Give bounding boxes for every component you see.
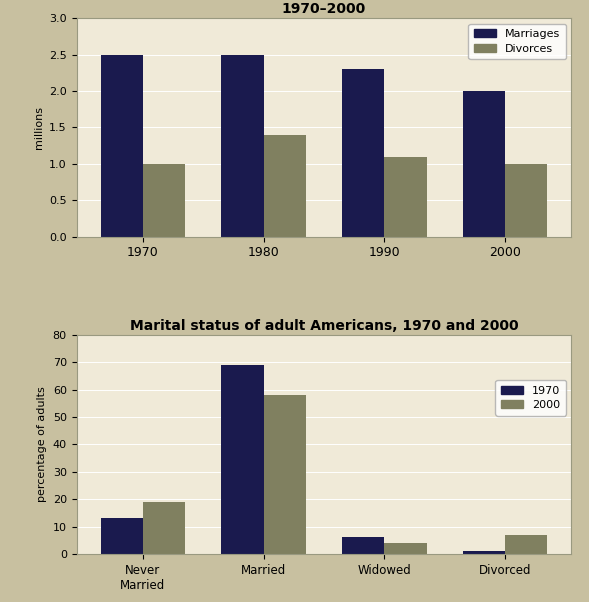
Legend: 1970, 2000: 1970, 2000 <box>495 380 566 415</box>
Bar <box>221 365 264 554</box>
Bar <box>143 502 185 554</box>
Bar <box>505 164 547 237</box>
Bar <box>342 69 384 237</box>
Legend: Marriages, Divorces: Marriages, Divorces <box>468 23 566 59</box>
Bar <box>463 91 505 237</box>
Bar <box>264 396 306 554</box>
Bar <box>221 55 264 237</box>
Bar <box>342 538 384 554</box>
Bar <box>101 55 143 237</box>
Bar <box>143 164 185 237</box>
Bar <box>384 157 426 237</box>
Y-axis label: percentage of adults: percentage of adults <box>37 386 47 503</box>
Title: Number of marriages and divorces in the USA,
1970–2000: Number of marriages and divorces in the … <box>142 0 506 16</box>
Y-axis label: millions: millions <box>34 106 44 149</box>
Bar <box>101 518 143 554</box>
Title: Marital status of adult Americans, 1970 and 2000: Marital status of adult Americans, 1970 … <box>130 318 518 332</box>
Bar <box>384 543 426 554</box>
Bar <box>463 551 505 554</box>
Bar <box>264 135 306 237</box>
Bar <box>505 535 547 554</box>
